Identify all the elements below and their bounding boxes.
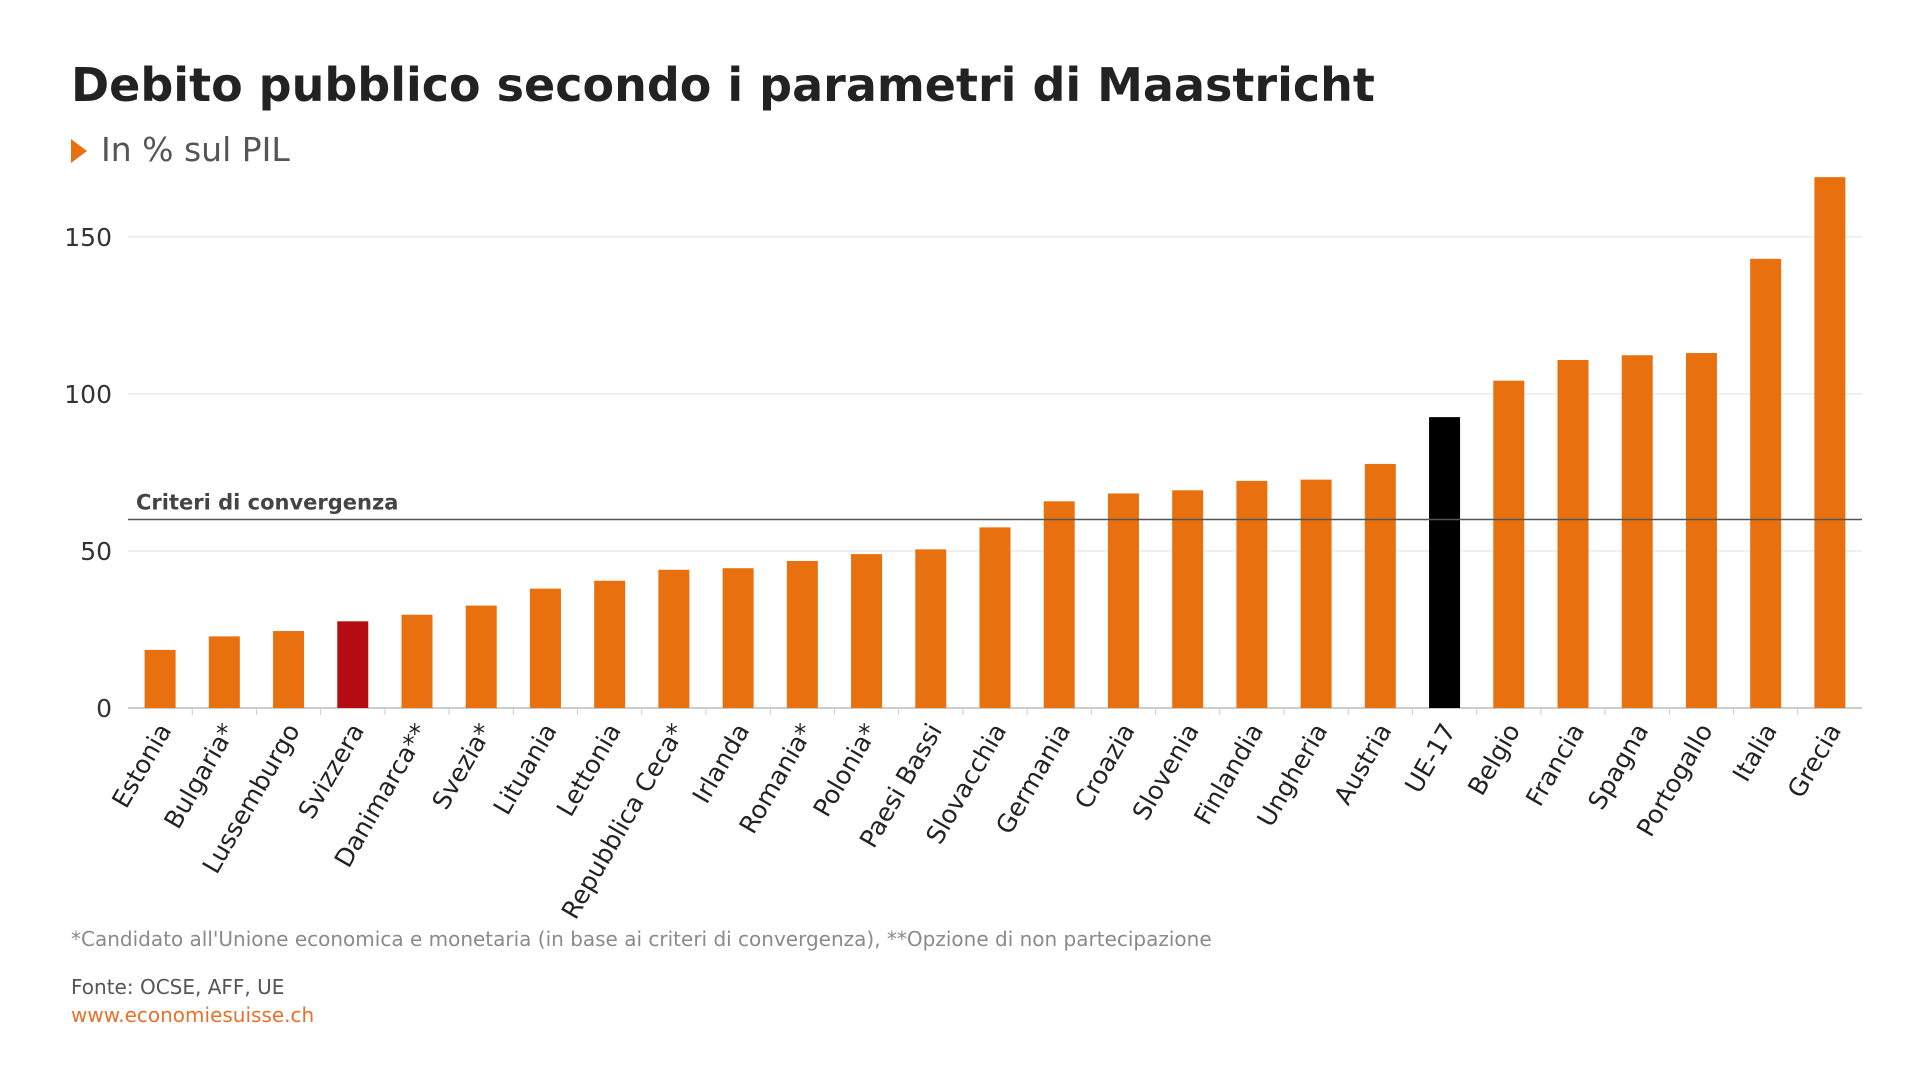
bar	[1814, 177, 1846, 708]
bar	[915, 549, 947, 708]
y-tick-label: 50	[80, 537, 112, 566]
bar	[1685, 353, 1717, 708]
chart-subtitle: In % sul PIL	[71, 130, 290, 169]
x-tick-label: Irlanda	[687, 719, 756, 809]
bar	[1621, 355, 1653, 708]
bar	[1043, 501, 1075, 708]
bar	[851, 554, 883, 708]
bar	[979, 527, 1011, 708]
bar	[273, 631, 305, 708]
footnote: *Candidato all'Unione economica e moneta…	[71, 927, 1212, 951]
x-tick-label: Croazia	[1069, 719, 1141, 814]
bar	[208, 636, 240, 708]
bar	[1172, 490, 1204, 708]
x-tick-label: UE-17	[1399, 719, 1462, 798]
bar-chart: 050100150EstoniaBulgaria*LussemburgoSviz…	[64, 177, 1862, 920]
bar	[1750, 258, 1782, 708]
bar	[1557, 359, 1589, 708]
x-tick-label: Grecia	[1782, 719, 1847, 803]
y-tick-label: 0	[96, 694, 112, 723]
y-tick-label: 100	[64, 380, 112, 409]
bar	[786, 560, 818, 708]
x-tick-label: Svezia*	[426, 719, 498, 815]
x-tick-label: Francia	[1520, 719, 1590, 811]
chart-title: Debito pubblico secondo i parametri di M…	[71, 58, 1375, 112]
bar	[658, 569, 690, 708]
x-tick-label: Spagna	[1582, 719, 1654, 815]
bar	[594, 580, 626, 708]
website-link[interactable]: www.economiesuisse.ch	[71, 1003, 315, 1027]
source-line: Fonte: OCSE, AFF, UE	[71, 975, 285, 999]
bar	[144, 649, 176, 708]
bar	[1300, 479, 1332, 708]
bar	[465, 605, 497, 708]
convergence-threshold-label: Criteri di convergenza	[136, 491, 398, 515]
bar	[401, 614, 433, 708]
bar	[1236, 480, 1268, 708]
bar	[1107, 493, 1139, 708]
chart-subtitle-text: In % sul PIL	[101, 130, 290, 169]
x-tick-label: Belgio	[1462, 719, 1526, 801]
bar	[722, 568, 754, 708]
y-tick-label: 150	[64, 223, 112, 252]
bar	[1493, 380, 1525, 708]
bar	[529, 588, 561, 708]
bar	[1364, 463, 1396, 708]
x-tick-label: Austria	[1328, 719, 1397, 810]
x-tick-label: Estonia	[106, 719, 177, 813]
bar	[1429, 417, 1461, 708]
bar	[337, 621, 369, 708]
triangle-marker-icon	[71, 139, 87, 163]
x-tick-label: Italia	[1727, 719, 1783, 787]
